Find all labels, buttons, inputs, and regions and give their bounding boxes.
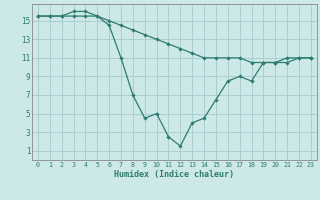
X-axis label: Humidex (Indice chaleur): Humidex (Indice chaleur): [115, 170, 234, 179]
